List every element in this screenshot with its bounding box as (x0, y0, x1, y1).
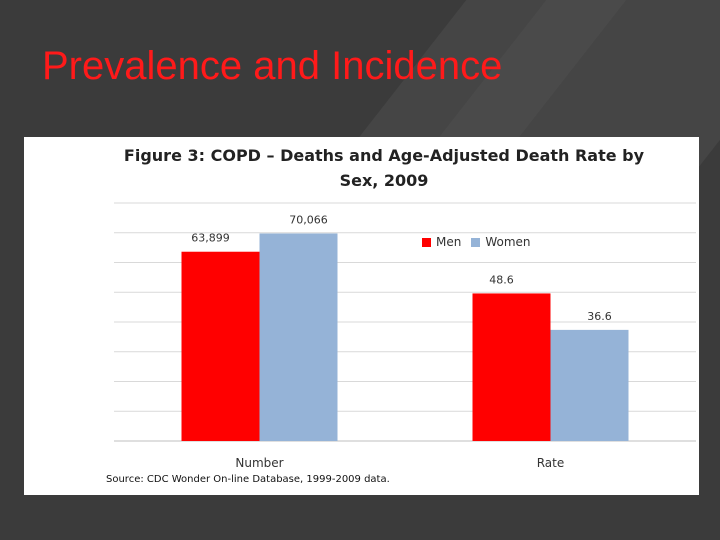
category-label: Rate (537, 456, 565, 470)
data-label: 70,066 (289, 213, 328, 226)
chart-legend: Men Women (422, 235, 541, 249)
chart-panel: 63,899 70,066 Number 48.6 36.6 Rate Figure 3:… (24, 137, 699, 495)
legend-item-women: Women (471, 235, 531, 249)
chart-title-line2: Sex, 2009 (339, 171, 429, 190)
bar-men-number (181, 251, 260, 441)
bar-chart: 63,899 70,066 Number 48.6 36.6 Rate (114, 202, 696, 470)
legend-swatch-men (422, 237, 431, 247)
chart-source: Source: CDC Wonder On-line Database, 199… (106, 474, 390, 485)
data-label: 36.6 (587, 310, 612, 323)
bar-men-rate (472, 293, 551, 441)
slide-title: Prevalence and Incidence (42, 44, 503, 88)
legend-item-men: Men (422, 235, 461, 249)
legend-label-men: Men (436, 235, 462, 249)
category-label: Number (235, 456, 283, 470)
chart-title: Figure 3: COPD – Deaths and Age-Adjusted… (123, 146, 645, 165)
data-label: 48.6 (489, 273, 514, 286)
data-label: 63,899 (191, 232, 230, 245)
bar-women-number (259, 233, 338, 441)
legend-label-women: Women (485, 235, 531, 249)
bar-women-rate (550, 329, 629, 441)
legend-swatch-women (471, 237, 481, 247)
